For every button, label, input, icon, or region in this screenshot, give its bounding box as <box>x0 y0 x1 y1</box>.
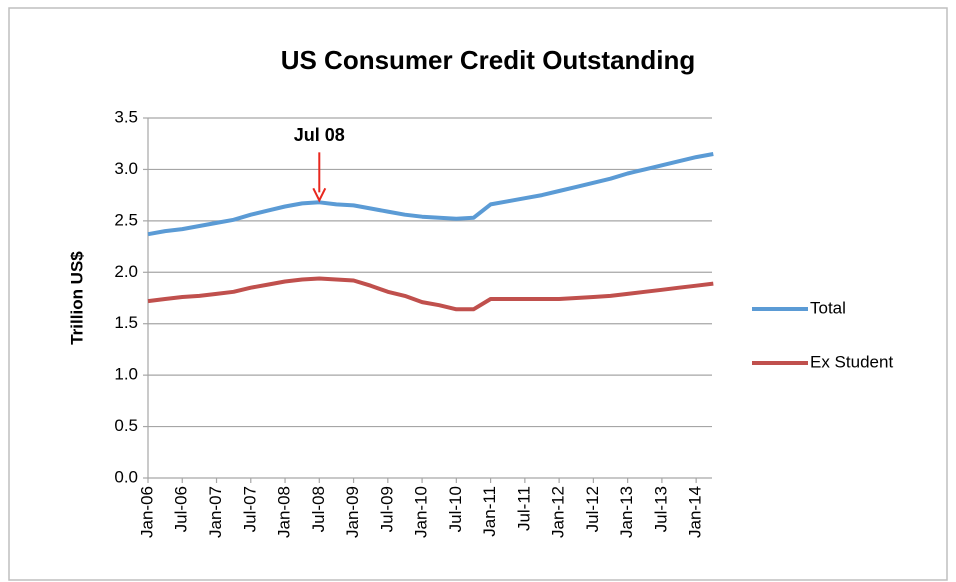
y-tick-label: 0.0 <box>114 467 138 486</box>
x-tick-label: Jan-12 <box>549 486 568 538</box>
y-tick-label: 3.5 <box>114 107 138 126</box>
y-tick-label: 0.5 <box>114 416 138 435</box>
x-tick-label: Jul-09 <box>377 486 396 532</box>
y-tick-label: 1.5 <box>114 313 138 332</box>
annotation-text: Jul 08 <box>294 125 345 145</box>
x-tick-label: Jan-09 <box>343 486 362 538</box>
annotation-arrowhead <box>312 187 327 203</box>
x-tick-label: Jan-06 <box>137 486 156 538</box>
y-axis-label: Trillion US$ <box>67 251 86 345</box>
y-tick-label: 2.0 <box>114 262 138 281</box>
x-tick-label: Jul-06 <box>172 486 191 532</box>
chart-title: US Consumer Credit Outstanding <box>281 45 696 75</box>
legend-label: Ex Student <box>810 352 893 371</box>
y-tick-label: 3.0 <box>114 159 138 178</box>
y-tick-label: 2.5 <box>114 210 138 229</box>
x-tick-label: Jul-13 <box>651 486 670 532</box>
x-tick-label: Jan-10 <box>412 486 431 538</box>
x-tick-label: Jan-07 <box>206 486 225 538</box>
x-tick-label: Jul-11 <box>514 486 533 531</box>
legend-label: Total <box>810 298 846 317</box>
x-tick-label: Jan-13 <box>617 486 636 538</box>
y-tick-label: 1.0 <box>114 365 138 384</box>
x-tick-label: Jan-14 <box>686 486 705 538</box>
chart-frame <box>8 7 948 581</box>
x-tick-label: Jan-11 <box>480 486 499 537</box>
series-line <box>147 276 714 312</box>
x-tick-label: Jul-10 <box>446 486 465 532</box>
x-tick-label: Jan-08 <box>275 486 294 538</box>
x-tick-label: Jul-12 <box>583 486 602 532</box>
series-line <box>147 152 714 237</box>
x-tick-label: Jul-07 <box>240 486 259 532</box>
x-tick-label: Jul-08 <box>309 486 328 532</box>
